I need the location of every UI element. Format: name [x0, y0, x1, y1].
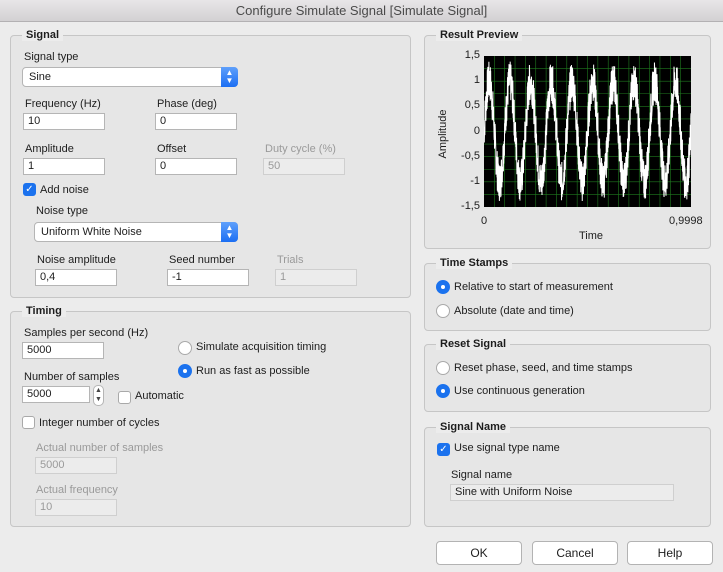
- duty-cycle-label: Duty cycle (%): [265, 143, 336, 155]
- reset-phase-radio[interactable]: [436, 361, 450, 375]
- signal-group-title: Signal: [22, 29, 64, 41]
- help-button[interactable]: Help: [627, 541, 713, 565]
- use-signal-type-name-label: Use signal type name: [454, 442, 560, 454]
- simulate-acquisition-label: Simulate acquisition timing: [196, 341, 327, 353]
- automatic-checkbox[interactable]: [118, 391, 131, 404]
- noise-amplitude-label: Noise amplitude: [37, 254, 116, 266]
- phase-label: Phase (deg): [157, 98, 217, 110]
- actual-frequency-label: Actual frequency: [36, 484, 118, 496]
- duty-cycle-field: 50: [263, 158, 345, 175]
- preview-plot-svg: [483, 56, 692, 207]
- ok-button[interactable]: OK: [436, 541, 522, 565]
- offset-label: Offset: [157, 143, 187, 155]
- continuous-generation-label: Use continuous generation: [454, 385, 585, 397]
- absolute-timestamps-radio[interactable]: [436, 304, 450, 318]
- relative-timestamps-label: Relative to start of measurement: [454, 281, 613, 293]
- x-axis-label: Time: [579, 230, 604, 242]
- noise-type-value: Uniform White Noise: [41, 226, 142, 238]
- continuous-generation-radio[interactable]: [436, 384, 450, 398]
- signal-type-value: Sine: [29, 71, 52, 83]
- signal-name-field: Sine with Uniform Noise: [450, 484, 674, 501]
- signal-type-select[interactable]: Sine ▲ ▼: [22, 67, 238, 87]
- frequency-label: Frequency (Hz): [25, 98, 101, 110]
- signal-name-group: [424, 427, 711, 527]
- integer-cycles-label: Integer number of cycles: [39, 417, 160, 429]
- y-tick-label: 0: [473, 124, 480, 137]
- seed-number-label: Seed number: [169, 254, 236, 266]
- simulate-acquisition-radio[interactable]: [178, 341, 192, 355]
- reset-signal-title: Reset Signal: [436, 338, 511, 350]
- y-tick-label: 1,5: [464, 49, 480, 61]
- offset-field[interactable]: 0: [155, 158, 237, 175]
- window-title: Configure Simulate Signal [Simulate Sign…: [0, 0, 723, 22]
- run-fast-radio[interactable]: [178, 364, 192, 378]
- x-tick-end: 0,9998: [669, 215, 703, 227]
- signal-name-label: Signal name: [451, 469, 513, 481]
- automatic-label: Automatic: [135, 390, 184, 402]
- result-preview-title: Result Preview: [436, 29, 523, 41]
- actual-frequency-field: 10: [35, 499, 117, 516]
- actual-samples-label: Actual number of samples: [36, 442, 164, 454]
- reset-phase-label: Reset phase, seed, and time stamps: [454, 362, 633, 374]
- y-tick-label: 0,5: [464, 99, 480, 112]
- add-noise-label: Add noise: [40, 184, 89, 196]
- cancel-button[interactable]: Cancel: [532, 541, 618, 565]
- amplitude-field[interactable]: 1: [23, 158, 105, 175]
- y-tick-label: -1: [470, 174, 480, 187]
- phase-field[interactable]: 0: [155, 113, 237, 130]
- run-fast-label: Run as fast as possible: [196, 365, 310, 377]
- trials-field: 1: [275, 269, 357, 286]
- signal-trace: [483, 61, 692, 201]
- samples-per-second-field[interactable]: 5000: [22, 342, 104, 359]
- noise-type-select[interactable]: Uniform White Noise ▲ ▼: [34, 222, 238, 242]
- chevron-updown-icon: ▲ ▼: [221, 67, 238, 87]
- integer-cycles-checkbox[interactable]: [22, 416, 35, 429]
- chevron-updown-icon: ▲ ▼: [221, 222, 238, 242]
- number-of-samples-stepper[interactable]: ▲ ▼: [93, 385, 104, 406]
- trials-label: Trials: [277, 254, 304, 266]
- y-tick-label: -0,5: [461, 149, 480, 162]
- use-signal-type-name-checkbox[interactable]: ✓: [437, 443, 450, 456]
- actual-samples-field: 5000: [35, 457, 117, 474]
- absolute-timestamps-label: Absolute (date and time): [454, 305, 574, 317]
- preview-plot: [483, 56, 692, 207]
- number-of-samples-label: Number of samples: [24, 371, 120, 383]
- y-tick-label: -1,5: [461, 200, 480, 212]
- noise-type-label: Noise type: [36, 205, 88, 217]
- seed-number-field[interactable]: -1: [167, 269, 249, 286]
- time-stamps-title: Time Stamps: [436, 257, 513, 269]
- signal-name-title: Signal Name: [436, 421, 511, 433]
- time-stamps-group: [424, 263, 711, 331]
- y-tick-label: 1: [473, 74, 480, 87]
- samples-per-second-label: Samples per second (Hz): [24, 327, 149, 339]
- relative-timestamps-radio[interactable]: [436, 280, 450, 294]
- add-noise-checkbox[interactable]: ✓: [23, 183, 36, 196]
- amplitude-label: Amplitude: [25, 143, 74, 155]
- reset-signal-group: [424, 344, 711, 412]
- number-of-samples-field[interactable]: 5000: [22, 386, 90, 403]
- timing-group-title: Timing: [22, 305, 66, 317]
- signal-type-label: Signal type: [24, 51, 79, 63]
- noise-amplitude-field[interactable]: 0,4: [35, 269, 117, 286]
- y-axis-label: Amplitude: [437, 109, 449, 159]
- frequency-field[interactable]: 10: [23, 113, 105, 130]
- x-tick-start: 0: [481, 215, 488, 227]
